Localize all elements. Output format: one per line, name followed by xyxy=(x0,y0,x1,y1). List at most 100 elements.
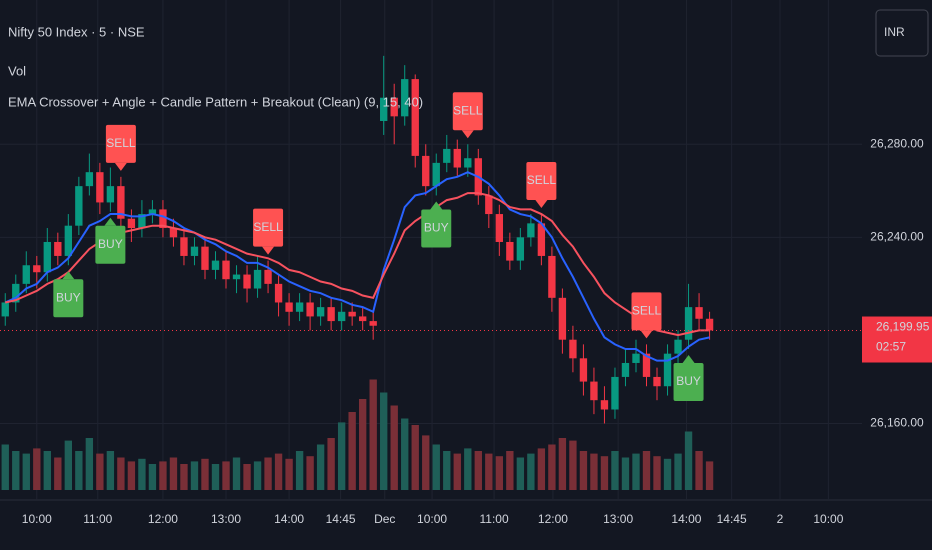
volume-bar xyxy=(96,453,104,490)
symbol-title: Nifty 50 Index · 5 · NSE xyxy=(8,24,145,39)
signal-box xyxy=(673,363,704,402)
volume-bar xyxy=(506,451,514,490)
volume-bar xyxy=(590,453,598,490)
signal-label: SELL xyxy=(632,304,662,318)
currency-button[interactable] xyxy=(875,9,929,57)
x-tick-label: 10:00 xyxy=(417,512,447,526)
y-tick-label: 26,160.00 xyxy=(870,416,924,430)
volume-bar xyxy=(380,392,388,490)
volume-bar xyxy=(274,453,283,490)
volume-bar xyxy=(243,464,251,490)
volume-bar xyxy=(611,451,619,490)
volume-bar xyxy=(264,457,272,490)
candle-body xyxy=(453,148,461,168)
volume-bar xyxy=(211,464,220,490)
volume-bar xyxy=(348,412,356,490)
x-tick-label: Dec xyxy=(374,512,395,526)
candle-body xyxy=(432,162,440,187)
volume-bar xyxy=(579,451,588,490)
candle-body xyxy=(159,209,167,229)
candle-body xyxy=(464,158,472,168)
volume-bar xyxy=(422,435,430,490)
volume-bar xyxy=(453,453,461,490)
signal-pointer xyxy=(262,246,275,255)
candle-body xyxy=(190,246,199,256)
candle-body xyxy=(569,339,577,359)
candle-body xyxy=(443,148,451,163)
volume-bar xyxy=(306,456,314,490)
volume-bar xyxy=(390,405,398,490)
candle-body xyxy=(1,302,9,317)
candle-body xyxy=(201,246,209,270)
candle-body xyxy=(274,283,283,303)
volume-bar xyxy=(253,461,262,490)
candle-body xyxy=(579,358,588,382)
volume-bar xyxy=(684,431,693,490)
volume-bar xyxy=(663,458,672,490)
signal-pointer xyxy=(535,200,548,209)
x-tick-label: 12:00 xyxy=(538,512,568,526)
candle-body xyxy=(390,97,398,117)
volume-pane xyxy=(1,379,714,490)
volume-bar xyxy=(22,453,30,490)
volume-bar xyxy=(527,453,535,490)
volume-bar xyxy=(642,451,651,490)
volume-bar xyxy=(548,444,556,490)
candle-body xyxy=(327,307,335,322)
x-tick-label: 14:00 xyxy=(671,512,701,526)
y-tick-label: 26,240.00 xyxy=(870,229,924,243)
last-price-box xyxy=(862,316,932,363)
candle-body xyxy=(33,265,41,273)
signal-pointer xyxy=(682,355,695,364)
price-pane xyxy=(0,55,862,424)
signal-pointer xyxy=(640,330,653,339)
signal-label: SELL xyxy=(527,173,557,187)
candle-body xyxy=(232,274,241,280)
volume-bar xyxy=(43,451,51,490)
volume-bar xyxy=(569,440,577,490)
volume-bar xyxy=(327,438,335,490)
ema-line xyxy=(4,171,710,362)
signal-pointer xyxy=(430,201,443,210)
volume-bar xyxy=(85,438,94,490)
candle-body xyxy=(211,260,220,270)
candle-body xyxy=(243,274,251,289)
volume-bar xyxy=(358,399,367,490)
x-tick-label: 12:00 xyxy=(148,512,178,526)
signal-box xyxy=(421,209,452,248)
countdown-label: 02:57 xyxy=(876,340,906,354)
candle-body xyxy=(548,255,556,298)
signal-box xyxy=(526,162,557,201)
candle-body xyxy=(43,241,51,273)
candle-body xyxy=(506,241,514,261)
candle-body xyxy=(285,302,293,312)
volume-bar xyxy=(558,438,567,490)
candle-body xyxy=(12,283,20,303)
signal-box xyxy=(53,279,84,318)
volume-bar xyxy=(464,448,472,490)
signal-label: SELL xyxy=(253,220,283,234)
volume-bar xyxy=(12,451,20,490)
volume-title: Vol xyxy=(8,63,26,78)
x-tick-label: 2 xyxy=(777,512,784,526)
volume-bar xyxy=(432,444,440,490)
volume-bar xyxy=(148,464,157,490)
candle-body xyxy=(611,376,619,410)
volume-bar xyxy=(54,457,62,490)
volume-bar xyxy=(117,457,125,490)
volume-bar xyxy=(222,461,230,490)
candle-body xyxy=(337,311,346,322)
candle-body xyxy=(264,269,272,284)
x-tick-label: 14:00 xyxy=(274,512,304,526)
signal-box xyxy=(631,292,662,331)
volume-bar xyxy=(285,458,293,490)
volume-bar xyxy=(64,440,73,490)
candle-body xyxy=(684,307,693,340)
volume-bar xyxy=(401,418,409,490)
signal-pointer xyxy=(104,217,117,226)
signals: BUY BUY SELL SELL BUY SELL SELL SELL BUY xyxy=(53,92,704,402)
candle-body xyxy=(253,269,262,289)
candle-body xyxy=(600,400,609,410)
volume-bar xyxy=(127,461,136,490)
volume-bar xyxy=(369,379,377,490)
